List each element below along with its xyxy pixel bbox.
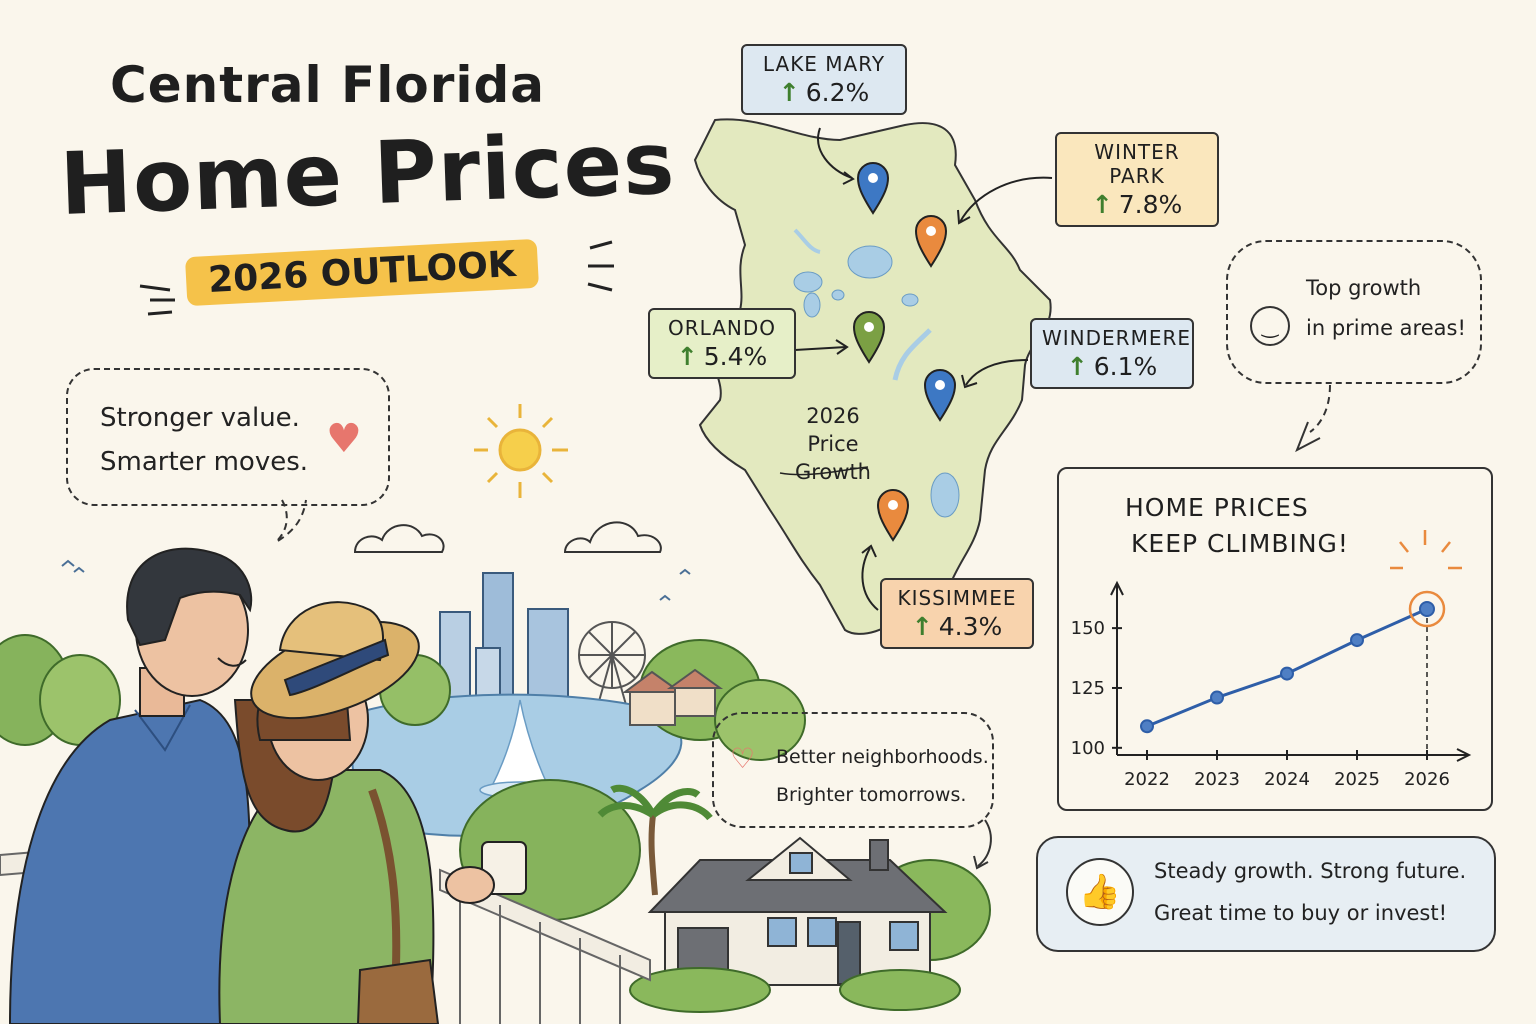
x-tick-label: 2023 [1194, 769, 1240, 790]
footer-line-1: Steady growth. Strong future. [1154, 859, 1467, 883]
pin-lake-mary [856, 162, 890, 215]
callout-kissimmee: KISSIMMEE ↑ 4.3% [880, 578, 1034, 649]
callout-lake-mary: LAKE MARY ↑ 6.2% [741, 44, 907, 115]
chart-title-line-2: KEEP CLIMBING! [1131, 529, 1349, 558]
x-axis-arrow [1456, 748, 1472, 762]
bubble-house-line-2: Brighter tomorrows. [776, 784, 967, 806]
heart-icon: ♡ [730, 742, 756, 775]
badge-emphasis-marks [139, 240, 614, 316]
thumbs-up-icon: 👍 [1066, 858, 1134, 926]
clouds [353, 521, 662, 553]
speech-bubble-left [66, 368, 390, 506]
footer-text: Steady growth. Strong future. Great time… [1154, 850, 1466, 934]
arrow-up-icon: ↑ [676, 342, 698, 371]
chart-panel [1057, 467, 1493, 811]
speech-bubble-right [1226, 240, 1482, 384]
map-center-label: 2026 Price Growth [768, 402, 898, 486]
heart-icon: ♥ [326, 416, 362, 462]
bubble-left-tail [275, 499, 307, 543]
callout-winter-park: WINTER PARK ↑ 7.8% [1055, 132, 1219, 227]
callout-name: WINDERMERE [1042, 326, 1191, 350]
callout-orlando: ORLANDO ↑ 5.4% [648, 308, 796, 379]
callout-name: WINTER PARK [1094, 140, 1180, 188]
bubble-house-line-1: Better neighborhoods. [776, 746, 989, 768]
birds [61, 559, 691, 601]
x-tick-label: 2026 [1404, 769, 1450, 790]
callout-change: 4.3% [938, 612, 1003, 641]
line-chart: 100 125 150 2022 2023 2024 2025 2026 [1071, 580, 1472, 790]
arrow-up-icon: ↑ [1091, 190, 1113, 219]
speech-bubble-left-text: Stronger value. Smarter moves. [100, 396, 308, 484]
callout-windermere: WINDERMERE ↑ 6.1% [1030, 318, 1194, 389]
bubble-right-line-1: Top growth [1306, 276, 1422, 300]
house [629, 836, 961, 1013]
callout-name: LAKE MARY [762, 52, 886, 76]
chart-sparkle [1390, 530, 1462, 570]
callout-name: KISSIMMEE [897, 586, 1017, 610]
distant-houses [621, 668, 724, 726]
data-point [1350, 633, 1364, 648]
callout-arrows [779, 127, 1053, 611]
speech-bubble-house [712, 712, 994, 828]
pin-windermere [923, 369, 957, 422]
bubble-house-arrow [977, 819, 992, 867]
y-tick-label: 125 [1071, 678, 1105, 699]
x-tick-label: 2022 [1124, 769, 1170, 790]
data-point [1140, 719, 1154, 734]
palm-tree [597, 784, 713, 896]
map-center-label-line-2: Price Growth [794, 432, 871, 484]
bubble-right-tail [1309, 384, 1331, 433]
arrow-up-icon: ↑ [1066, 352, 1088, 381]
title-line-1: Central Florida [110, 56, 546, 114]
y-tick-label: 100 [1071, 738, 1105, 759]
pin-winter-park [914, 215, 948, 268]
callout-name: ORLANDO [667, 316, 777, 340]
data-point [1210, 690, 1224, 705]
x-tick-label: 2025 [1334, 769, 1380, 790]
chart-title: HOME PRICES KEEP CLIMBING! [1125, 490, 1349, 562]
smile-icon: ‿ [1250, 306, 1290, 346]
speech-bubble-house-text: Better neighborhoods. Brighter tomorrows… [776, 738, 989, 814]
highlight-ring [1408, 590, 1446, 628]
pin-orlando [852, 311, 886, 364]
bubble-right-line-2: in prime areas! [1306, 316, 1466, 340]
data-point [1280, 666, 1294, 681]
woman-figure [218, 601, 527, 1024]
callout-change: 5.4% [703, 342, 768, 371]
y-tick-label: 150 [1071, 618, 1105, 639]
x-tick-label: 2024 [1264, 769, 1310, 790]
sun-icon [474, 404, 568, 498]
arrow-up-icon: ↑ [911, 612, 933, 641]
city-skyline [439, 572, 569, 705]
chart-title-line-1: HOME PRICES [1125, 493, 1309, 522]
callout-change: 7.8% [1118, 190, 1183, 219]
footer-line-2: Great time to buy or invest! [1154, 901, 1448, 925]
data-point [1419, 600, 1435, 617]
map-center-label-line-1: 2026 [806, 404, 860, 428]
lakes [793, 228, 960, 518]
pin-kissimmee [876, 489, 910, 542]
callout-change: 6.1% [1093, 352, 1158, 381]
map-pins [852, 162, 957, 542]
speech-bubble-right-text: Top growth in prime areas! [1306, 268, 1466, 348]
arrow-up-icon: ↑ [778, 78, 800, 107]
man-figure [8, 547, 253, 1024]
bubble-left-line-1: Stronger value. [100, 403, 300, 433]
y-axis-arrow [1110, 580, 1124, 596]
bubble-left-line-2: Smarter moves. [100, 447, 309, 477]
callout-change: 6.2% [805, 78, 870, 107]
